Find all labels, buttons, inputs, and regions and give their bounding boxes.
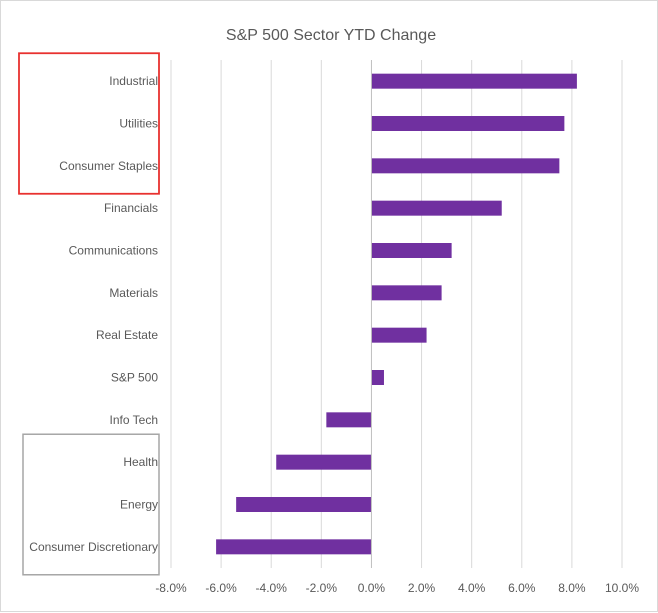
category-label: Utilities [119, 117, 158, 131]
bars [216, 73, 577, 555]
annotations [18, 52, 160, 576]
x-tick-label: 2.0% [408, 581, 436, 595]
grid-lines [170, 60, 623, 568]
category-label: Financials [104, 201, 158, 215]
category-label: Real Estate [96, 328, 158, 342]
x-tick-label: -8.0% [155, 581, 187, 595]
bar [371, 116, 565, 131]
bar [371, 370, 384, 385]
x-tick-label: 8.0% [558, 581, 586, 595]
bar [326, 412, 372, 428]
bar [371, 243, 452, 258]
category-label: Energy [120, 498, 158, 512]
x-tick-label: 10.0% [605, 581, 639, 595]
category-label: S&P 500 [111, 371, 158, 385]
category-labels: Industrial Utilities Consumer Staples Finan… [29, 74, 158, 554]
highlight-box [22, 433, 160, 576]
bar [236, 497, 372, 512]
category-label: Health [123, 455, 158, 469]
bar [371, 200, 502, 216]
x-tick-labels: -8.0% -6.0% -4.0% -2.0% 0.0% 2.0% 4.0% 6.0% 8.0%… [155, 581, 639, 595]
x-tick-label: -2.0% [306, 581, 338, 595]
category-label: Consumer Staples [59, 159, 158, 173]
category-label: Communications [69, 244, 158, 258]
x-tick-label: -6.0% [205, 581, 237, 595]
bar [276, 454, 372, 470]
bar [371, 285, 442, 301]
highlight-box [18, 52, 160, 195]
category-label: Materials [109, 286, 158, 300]
chart-title: S&P 500 Sector YTD Change [226, 27, 436, 44]
x-tick-label: 0.0% [358, 581, 386, 595]
category-label: Industrial [109, 74, 158, 88]
bar [216, 539, 372, 555]
x-tick-label: -4.0% [256, 581, 288, 595]
x-tick-label: 4.0% [458, 581, 486, 595]
bar [371, 158, 560, 174]
bar [371, 327, 427, 343]
x-tick-label: 6.0% [508, 581, 536, 595]
category-label: Consumer Discretionary [29, 540, 158, 554]
bar [371, 73, 577, 89]
category-label: Info Tech [110, 413, 158, 427]
